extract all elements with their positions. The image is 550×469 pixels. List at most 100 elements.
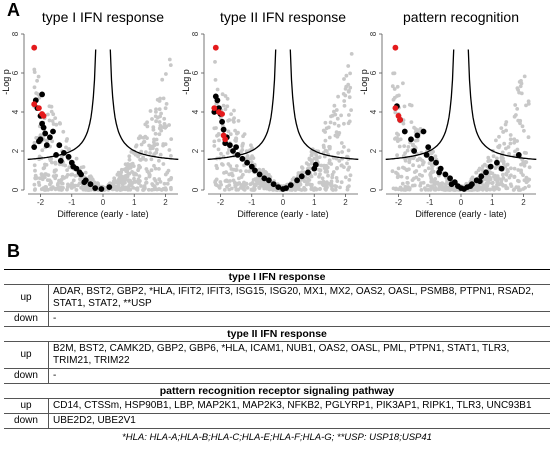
background-point	[232, 108, 236, 113]
background-point	[405, 148, 410, 153]
background-point	[161, 125, 166, 129]
highlighted-point	[414, 132, 421, 139]
background-point	[166, 168, 171, 173]
background-point	[213, 78, 218, 82]
background-point	[221, 103, 226, 108]
highlighted-point	[214, 97, 221, 104]
highlighted-point	[81, 179, 88, 186]
background-point	[233, 128, 238, 133]
background-point	[292, 186, 297, 191]
background-point	[251, 156, 256, 161]
highlighted-point	[270, 181, 277, 188]
red-point	[397, 116, 403, 123]
background-point	[304, 161, 309, 166]
plot-title: type I IFN response	[42, 9, 164, 25]
background-point	[320, 176, 325, 181]
y-tick-label: 8	[191, 31, 200, 36]
background-point	[261, 167, 266, 172]
background-point	[336, 123, 341, 128]
background-point	[501, 172, 505, 177]
background-point	[329, 181, 333, 186]
background-point	[69, 186, 74, 190]
section-header-row: type II IFN response	[4, 326, 550, 342]
background-point	[127, 154, 132, 159]
background-point	[302, 185, 306, 190]
background-point	[257, 186, 262, 191]
background-point	[331, 170, 336, 174]
background-point	[37, 95, 42, 100]
background-point	[330, 187, 334, 191]
background-point	[137, 174, 142, 179]
background-point	[83, 170, 88, 175]
highlighted-point	[448, 181, 455, 188]
background-point	[240, 148, 245, 152]
background-point	[157, 107, 162, 112]
background-point	[423, 187, 428, 192]
background-point	[163, 106, 168, 111]
background-point	[233, 184, 238, 189]
background-point	[412, 183, 417, 188]
background-point	[50, 119, 55, 123]
background-point	[503, 184, 508, 188]
background-point	[323, 120, 328, 125]
background-point	[486, 159, 491, 164]
background-point	[241, 134, 246, 139]
background-point	[335, 179, 340, 184]
highlighted-point	[420, 128, 427, 135]
background-point	[417, 172, 422, 177]
background-point	[152, 177, 157, 181]
background-point	[169, 187, 173, 192]
background-point	[490, 181, 495, 186]
background-point	[144, 181, 148, 185]
background-point	[32, 85, 37, 90]
background-point	[390, 84, 395, 89]
y-tick-label: 8	[369, 31, 378, 36]
highlighted-point	[31, 144, 38, 151]
background-point	[396, 166, 401, 171]
background-point	[345, 185, 350, 190]
highlighted-point	[476, 178, 483, 185]
background-point	[53, 187, 58, 192]
background-point	[227, 183, 232, 188]
background-point	[320, 182, 325, 187]
background-point	[394, 186, 398, 191]
background-point	[413, 138, 418, 143]
background-point	[401, 121, 406, 126]
background-point	[46, 112, 50, 117]
background-point	[516, 185, 521, 190]
background-point	[264, 170, 269, 175]
background-point	[503, 164, 508, 169]
y-tick-label: 4	[369, 109, 378, 114]
background-point	[323, 130, 327, 134]
background-point	[521, 173, 525, 178]
background-point	[33, 168, 37, 173]
x-tick-label: 2	[163, 198, 168, 207]
background-point	[520, 124, 525, 129]
background-point	[477, 166, 482, 171]
background-point	[402, 166, 407, 171]
background-point	[116, 183, 121, 188]
background-point	[32, 140, 37, 145]
background-point	[345, 161, 349, 166]
background-point	[219, 151, 223, 156]
background-point	[161, 162, 166, 166]
background-point	[164, 124, 169, 129]
background-point	[67, 165, 72, 170]
background-point	[154, 119, 159, 124]
background-point	[244, 169, 249, 174]
background-point	[340, 150, 344, 154]
red-point	[219, 111, 226, 117]
red-point	[36, 105, 42, 111]
background-point	[446, 187, 451, 192]
background-point	[409, 103, 414, 108]
background-point	[142, 184, 147, 188]
background-point	[145, 120, 150, 125]
background-point	[236, 187, 241, 192]
background-point	[217, 186, 222, 190]
background-point	[323, 138, 328, 143]
highlighted-point	[106, 184, 113, 191]
background-point	[481, 164, 485, 169]
background-point	[336, 151, 341, 155]
background-point	[120, 180, 125, 184]
background-point	[495, 174, 500, 179]
